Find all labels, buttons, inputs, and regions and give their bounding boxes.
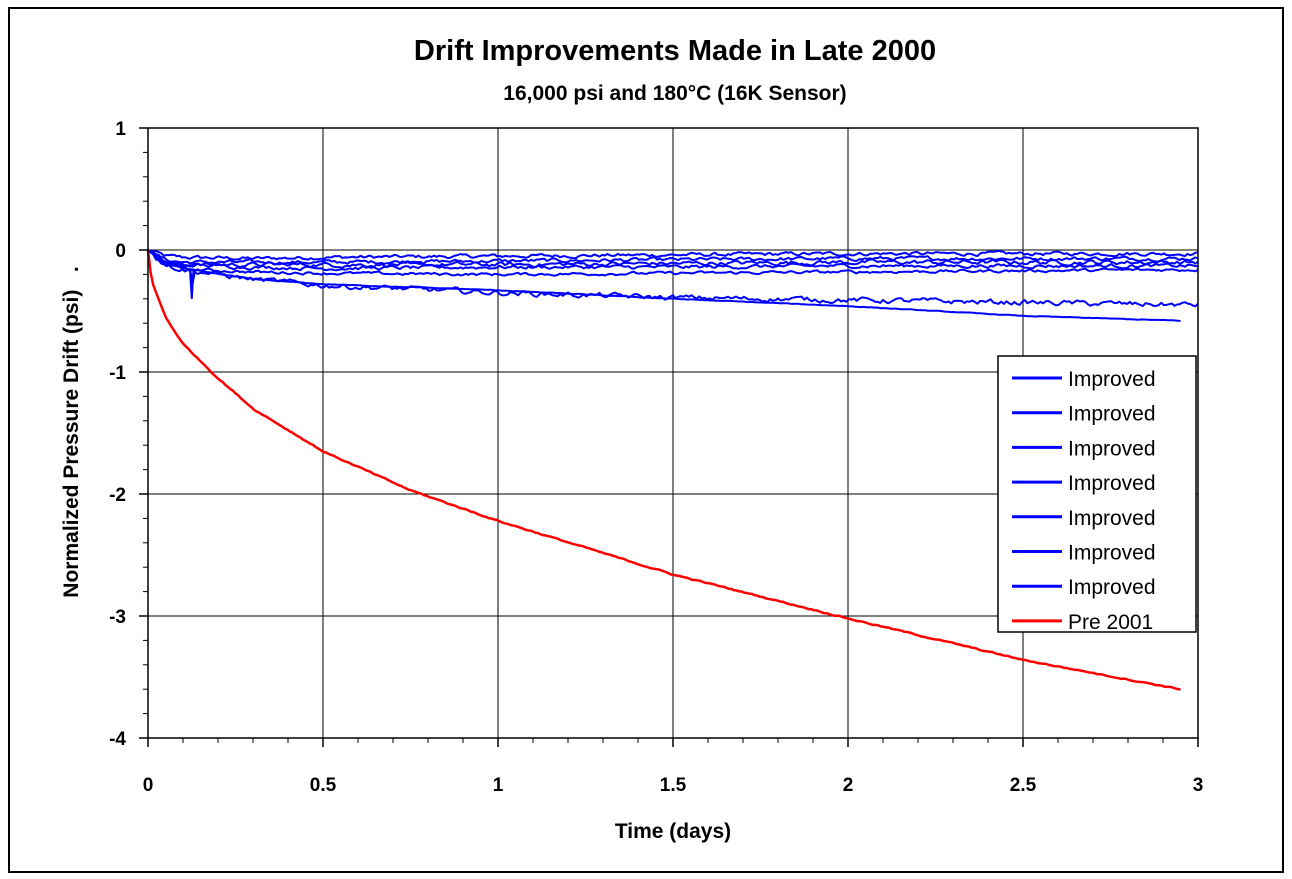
legend-label: Improved [1068,472,1156,495]
x-tick-labels: 0 0.5 1 1.5 2 2.5 3 [143,775,1204,796]
legend-label: Improved [1068,403,1156,426]
legend-label: Improved [1068,576,1156,599]
series-line [147,249,1199,308]
series-layer [146,249,1199,691]
x-tick-label: 3 [1193,775,1204,796]
legend: Improved Improved Improved Improved Improved… [997,355,1197,634]
series-line [147,249,1199,266]
series-line [147,249,1199,285]
series-line [147,249,1181,322]
chart-title: Drift Improvements Made in Late 2000 [414,35,936,67]
x-axis-label: Time (days) [615,820,731,843]
x-tick-label: 2 [843,775,854,796]
legend-label: Improved [1068,368,1156,391]
x-tick-label: 1 [493,775,504,796]
x-tick-label: 2.5 [1010,775,1037,796]
legend-label: Improved [1068,507,1156,530]
y-tick-label: -1 [109,363,126,384]
y-tick-label: -4 [109,729,126,750]
legend-label: Pre 2001 [1068,611,1153,634]
x-tick-label: 0.5 [310,775,337,796]
x-tick-label: 1.5 [660,775,687,796]
series-line [147,249,1199,261]
y-tick-label: 1 [115,119,126,140]
legend-label: Improved [1068,437,1156,460]
y-tick-label: 0 [115,241,126,262]
series-line [146,249,1181,691]
legend-label: Improved [1068,542,1156,565]
y-axis-label: Normalized Pressure Drift (psi) . [60,266,83,597]
y-tick-labels: 1 0 -1 -2 -3 -4 [109,119,126,750]
chart-frame [8,7,1284,873]
series-line [147,249,1199,269]
chart-subtitle: 16,000 psi and 180°C (16K Sensor) [503,82,846,105]
series-line [147,249,1198,272]
x-tick-label: 0 [143,775,154,796]
y-tick-label: -3 [109,607,126,628]
y-tick-label: -2 [109,485,126,506]
tick-layer [139,127,1199,747]
